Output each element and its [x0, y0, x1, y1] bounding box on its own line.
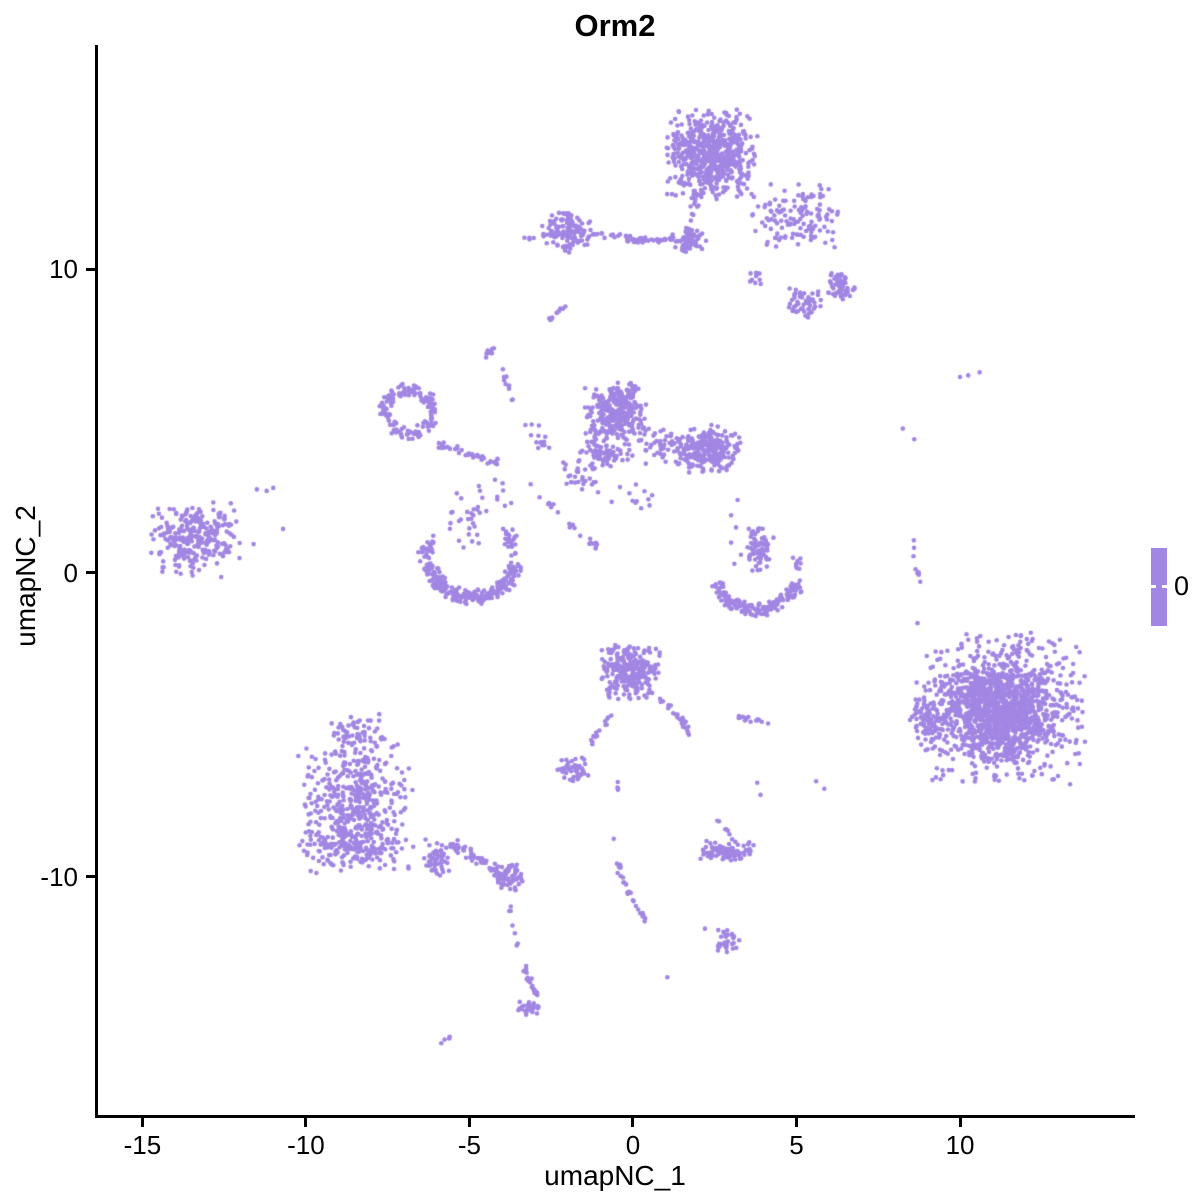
y-tick-mark	[86, 571, 95, 575]
y-tick-label: 0	[63, 557, 78, 588]
y-tick-mark	[86, 875, 95, 879]
x-tick-mark	[467, 1118, 471, 1127]
plot-panel	[95, 45, 1135, 1118]
y-tick-label: 10	[49, 254, 78, 285]
x-tick-mark	[140, 1118, 144, 1127]
x-tick-label: -10	[287, 1130, 325, 1160]
legend-colorbar	[1151, 548, 1167, 626]
legend-label: 0	[1174, 571, 1190, 601]
umap-scatter-canvas	[98, 45, 1135, 1115]
x-tick-mark	[795, 1118, 798, 1127]
legend-tick-left	[1151, 585, 1156, 588]
x-tick-label: 5	[789, 1130, 804, 1160]
x-tick-label: 0	[625, 1130, 641, 1160]
x-tick-mark	[304, 1118, 308, 1127]
x-tick-label: 10	[945, 1130, 975, 1160]
x-tick-mark	[631, 1118, 635, 1127]
y-axis-title: umapNC_2	[10, 505, 41, 647]
y-tick-label: -10	[40, 861, 78, 892]
x-tick-mark	[958, 1118, 962, 1127]
plot-title: Orm2	[574, 8, 656, 43]
x-axis-title: umapNC_1	[544, 1160, 686, 1191]
x-tick-label: -15	[123, 1130, 162, 1160]
legend-tick-right	[1162, 585, 1167, 588]
x-tick-label: -5	[457, 1130, 482, 1160]
y-tick-mark	[86, 267, 95, 271]
